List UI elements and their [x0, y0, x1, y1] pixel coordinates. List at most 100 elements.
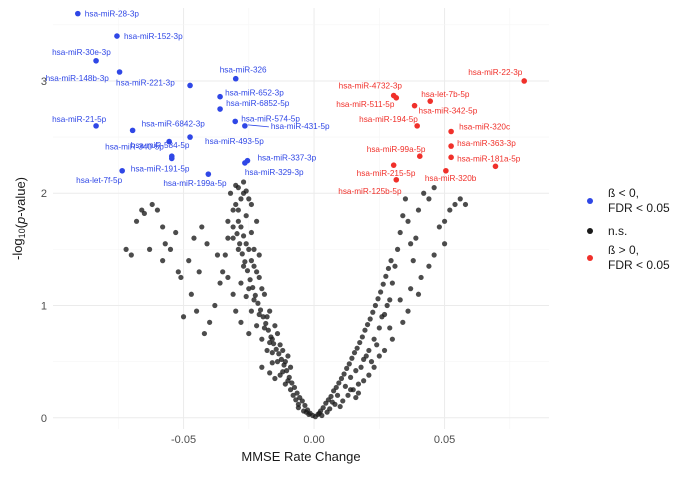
- ns-point: [154, 207, 161, 213]
- ns-point: [230, 224, 236, 230]
- ns-point: [349, 355, 355, 361]
- ns-point: [346, 361, 352, 367]
- ns-point: [334, 392, 341, 398]
- ns-point: [336, 380, 342, 386]
- point-label: hsa-miR-191-5p: [131, 164, 190, 173]
- ns-point: [358, 364, 364, 370]
- x-tick-label: 0.00: [303, 434, 324, 446]
- ns-point: [239, 251, 245, 257]
- ns-point: [267, 370, 273, 376]
- negative-point: [217, 106, 223, 112]
- ns-point: [383, 273, 389, 279]
- ns-point: [270, 341, 277, 347]
- point-label: hsa-miR-194-5p: [359, 115, 418, 124]
- point-label: hsa-miR-30e-3p: [52, 48, 111, 57]
- negative-point: [168, 155, 175, 162]
- ns-point: [291, 384, 298, 391]
- ns-point: [162, 241, 168, 247]
- point-label: hsa-miR-363-3p: [457, 139, 516, 148]
- ns-point: [255, 300, 261, 306]
- ns-point: [402, 196, 409, 202]
- negative-point: [205, 171, 212, 177]
- ns-point: [267, 339, 273, 346]
- ns-point: [410, 258, 416, 264]
- ns-point: [252, 292, 258, 299]
- legend-key-ns: [587, 228, 593, 234]
- ns-point: [364, 321, 371, 328]
- point-label: hsa-miR-340-5p: [105, 143, 164, 152]
- y-axis-title-part: -log: [10, 238, 25, 260]
- ns-point: [374, 342, 380, 348]
- ns-point: [363, 353, 369, 359]
- ns-point: [261, 325, 268, 331]
- ns-point: [441, 218, 448, 224]
- point-label: hsa-miR-511-5p: [336, 100, 395, 109]
- ns-point: [426, 196, 432, 202]
- point-label: hsa-miR-574-5p: [241, 114, 300, 123]
- ns-point: [256, 311, 262, 318]
- ns-point: [235, 218, 241, 224]
- ns-point: [324, 409, 330, 415]
- ns-point: [128, 252, 134, 258]
- negative-point: [166, 138, 172, 145]
- point-label: hsa-miR-152-3p: [124, 32, 183, 41]
- ns-point: [348, 387, 354, 393]
- ns-point: [400, 319, 406, 325]
- legend: ß < 0,FDR < 0.05n.s.ß > 0,FDR < 0.05: [587, 186, 670, 272]
- point-label: hsa-miR-215-5p: [357, 169, 416, 178]
- legend-label: FDR < 0.05: [608, 201, 670, 215]
- ns-point: [133, 218, 140, 224]
- ns-point: [243, 188, 249, 194]
- ns-point: [235, 246, 241, 252]
- y-tick-label: 3: [41, 76, 47, 88]
- ns-point: [418, 274, 424, 281]
- negative-point: [93, 57, 99, 64]
- negative-point: [232, 118, 239, 125]
- ns-point: [265, 327, 271, 333]
- ns-point: [264, 314, 270, 320]
- ns-point: [240, 233, 247, 239]
- ns-point: [431, 185, 437, 191]
- ns-point: [285, 353, 291, 359]
- ns-point: [273, 346, 279, 352]
- ns-point: [375, 296, 381, 302]
- point-label: hsa-miR-199a-5p: [163, 179, 227, 188]
- legend-label: FDR < 0.05: [608, 258, 670, 272]
- ns-point: [173, 229, 179, 236]
- point-label: hsa-miR-221-3p: [116, 78, 175, 87]
- negative-point: [116, 69, 123, 75]
- ns-point: [207, 319, 213, 325]
- ns-point: [392, 263, 398, 269]
- ns-point: [188, 291, 194, 297]
- ns-point: [385, 265, 392, 272]
- ns-point: [272, 323, 278, 329]
- ns-point: [389, 336, 395, 342]
- ns-point: [361, 378, 367, 384]
- ns-point: [408, 241, 414, 247]
- ns-point: [353, 368, 359, 374]
- ns-point: [290, 392, 296, 398]
- ns-point: [240, 263, 247, 269]
- positive-point: [427, 98, 434, 104]
- y-tick-label: 2: [41, 188, 47, 200]
- ns-point: [251, 246, 257, 252]
- data-points: [75, 10, 527, 420]
- ns-point: [248, 201, 254, 208]
- legend-label: ß > 0,: [608, 243, 639, 257]
- ns-point: [287, 387, 294, 393]
- negative-point: [129, 127, 136, 134]
- point-label: hsa-miR-22-3p: [468, 68, 523, 77]
- positive-point: [393, 176, 400, 183]
- y-axis-title: -log10(p-value): [10, 177, 28, 260]
- negative-point: [242, 160, 248, 166]
- ns-point: [379, 314, 385, 320]
- ns-point: [225, 218, 231, 224]
- ns-point: [254, 323, 260, 329]
- ns-point: [387, 325, 393, 331]
- ns-point: [243, 241, 249, 247]
- point-label: hsa-miR-6842-3p: [142, 119, 206, 128]
- ns-point: [214, 252, 221, 258]
- ns-point: [370, 309, 376, 315]
- ns-point: [149, 201, 155, 208]
